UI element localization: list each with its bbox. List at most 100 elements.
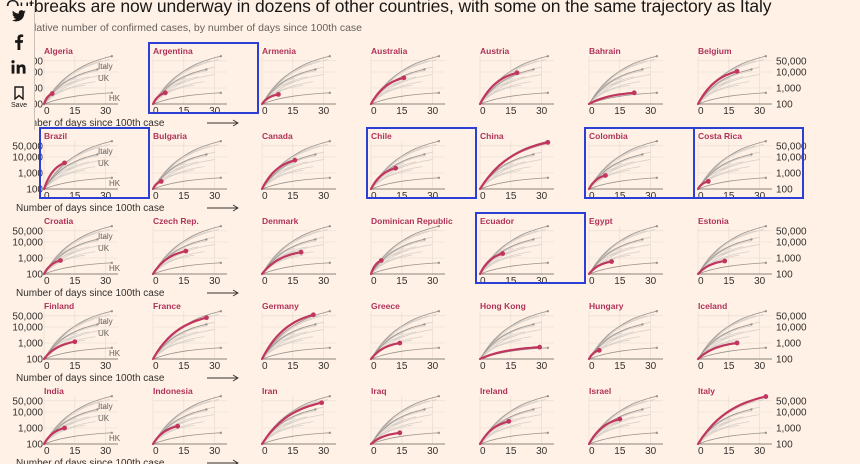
x-axis-arrow-head bbox=[232, 289, 239, 297]
x-tick-label: 15 bbox=[178, 276, 190, 287]
x-tick-label: 30 bbox=[754, 191, 766, 202]
reference-end-dot bbox=[532, 323, 535, 326]
background-series-line bbox=[152, 424, 195, 445]
x-tick-label: 15 bbox=[178, 446, 190, 457]
x-tick-label: 30 bbox=[100, 446, 112, 457]
country-end-dot bbox=[617, 416, 623, 422]
y-tick-label-right: 1,000 bbox=[776, 339, 801, 350]
x-tick-label: 15 bbox=[614, 191, 626, 202]
background-series-line bbox=[697, 331, 744, 360]
reference-end-dot bbox=[546, 261, 550, 265]
share-facebook-button[interactable] bbox=[4, 34, 34, 50]
country-end-dot bbox=[62, 160, 67, 166]
reference-line-italy bbox=[261, 225, 330, 275]
x-tick-label: 15 bbox=[505, 361, 517, 372]
reference-line-italy bbox=[370, 395, 439, 445]
background-series-line bbox=[43, 88, 69, 105]
x-tick-label: 0 bbox=[589, 446, 595, 457]
background-series-line bbox=[370, 76, 417, 105]
share-twitter-button[interactable] bbox=[4, 10, 34, 22]
share-save-button[interactable]: Save bbox=[4, 86, 34, 109]
x-tick-label: 0 bbox=[44, 361, 50, 372]
y-tick-label-right: 10,000 bbox=[776, 323, 807, 334]
x-tick-label: 30 bbox=[645, 191, 657, 202]
reference-line-italy bbox=[370, 225, 439, 275]
share-linkedin-button[interactable] bbox=[4, 60, 34, 74]
reference-end-dot bbox=[314, 408, 317, 411]
x-tick-label: 0 bbox=[371, 361, 377, 372]
x-tick-label: 15 bbox=[614, 361, 626, 372]
x-tick-label: 30 bbox=[536, 446, 548, 457]
reference-line-uk bbox=[43, 409, 98, 445]
reference-end-dot bbox=[219, 261, 223, 265]
reference-line-italy bbox=[588, 225, 657, 275]
x-tick-label: 30 bbox=[754, 446, 766, 457]
reference-line-italy bbox=[697, 140, 766, 190]
reference-end-dot bbox=[641, 153, 644, 156]
reference-line-uk bbox=[43, 154, 98, 190]
background-series-line bbox=[152, 254, 195, 275]
background-series-line bbox=[370, 258, 396, 275]
panel-australia: Australia 0 15 30 bbox=[369, 46, 445, 117]
x-tick-label: 30 bbox=[318, 191, 330, 202]
reference-end-dot bbox=[328, 176, 332, 180]
background-series-line bbox=[152, 84, 195, 105]
country-line bbox=[696, 70, 739, 106]
reference-end-dot bbox=[205, 153, 208, 156]
reference-end-dot bbox=[314, 68, 317, 71]
reference-end-dot bbox=[437, 225, 441, 228]
reference-end-dot bbox=[437, 431, 441, 435]
reference-end-dot bbox=[546, 346, 550, 350]
reference-end-dot bbox=[219, 140, 223, 143]
y-tick-label-right: 1,000 bbox=[776, 84, 801, 95]
background-series-line bbox=[370, 254, 413, 275]
x-tick-label: 15 bbox=[505, 446, 517, 457]
x-tick-label: 15 bbox=[69, 106, 81, 117]
x-tick-label: 30 bbox=[754, 361, 766, 372]
y-tick-label-left: 1,000 bbox=[18, 339, 43, 350]
background-series-line bbox=[370, 169, 413, 190]
y-tick-label-right: 100 bbox=[776, 100, 793, 111]
background-series-line bbox=[588, 339, 631, 360]
x-axis-arrow-head bbox=[232, 459, 239, 464]
x-tick-label: 0 bbox=[262, 191, 268, 202]
background-series-line bbox=[43, 254, 86, 275]
reference-line-uk bbox=[697, 154, 752, 190]
reference-line-hk bbox=[588, 177, 657, 190]
reference-line-italy bbox=[43, 395, 112, 445]
country-end-dot bbox=[609, 259, 615, 264]
reference-end-dot bbox=[546, 91, 550, 95]
x-tick-label: 30 bbox=[645, 276, 657, 287]
x-tick-label: 0 bbox=[480, 106, 486, 117]
country-label: Colombia bbox=[589, 131, 628, 141]
panel-iran: Iran 0 15 30 bbox=[260, 386, 336, 457]
country-label: Iceland bbox=[698, 301, 727, 311]
x-tick-label: 0 bbox=[262, 106, 268, 117]
x-tick-label: 15 bbox=[723, 191, 735, 202]
country-line bbox=[478, 71, 519, 106]
country-end-dot bbox=[310, 312, 316, 318]
reference-end-dot bbox=[546, 395, 550, 398]
reference-end-dot bbox=[764, 431, 768, 435]
reference-end-dot bbox=[110, 225, 114, 228]
reference-line-italy bbox=[479, 55, 548, 105]
x-tick-label: 30 bbox=[427, 191, 439, 202]
panel-israel: Israel 0 15 30 bbox=[587, 386, 663, 457]
reference-line-hk bbox=[697, 262, 766, 275]
country-line bbox=[478, 252, 504, 276]
x-tick-label: 0 bbox=[153, 361, 159, 372]
country-line bbox=[151, 425, 179, 446]
reference-line-italy bbox=[152, 395, 221, 445]
highlight-box bbox=[39, 127, 150, 199]
country-label: Armenia bbox=[262, 46, 296, 56]
x-tick-label: 0 bbox=[262, 446, 268, 457]
reference-end-dot bbox=[437, 55, 441, 58]
x-tick-label: 30 bbox=[645, 361, 657, 372]
country-end-dot bbox=[276, 91, 281, 97]
x-tick-label: 30 bbox=[209, 106, 221, 117]
reference-label-italy: Italy bbox=[98, 317, 113, 326]
panel-hungary: Hungary 0 15 30 bbox=[587, 301, 663, 372]
reference-end-dot bbox=[750, 323, 753, 326]
